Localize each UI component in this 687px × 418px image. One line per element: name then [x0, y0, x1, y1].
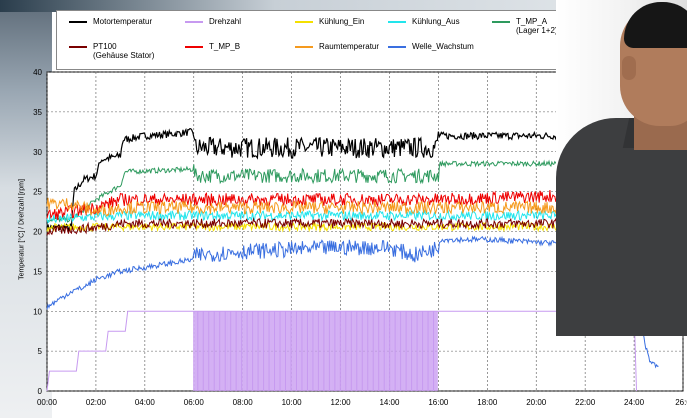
legend-label: Motortemperatur	[93, 17, 153, 26]
legend-label: Drehzahl	[209, 17, 242, 26]
legend-swatch	[185, 21, 203, 23]
x-tick-label: 24:00	[624, 398, 645, 407]
y-tick-label: 5	[38, 347, 43, 356]
y-tick-label: 40	[33, 68, 42, 77]
legend-swatch	[185, 46, 203, 48]
legend-swatch	[69, 46, 87, 48]
legend-swatch	[388, 21, 406, 23]
y-tick-label: 10	[33, 307, 42, 316]
person-photo	[556, 0, 687, 336]
x-tick-label: 02:00	[86, 398, 107, 407]
y-tick-label: 35	[33, 108, 42, 117]
x-tick-label: 12:00	[331, 398, 352, 407]
y-tick-label: 30	[33, 148, 42, 157]
legend-item: Raumtemperatur	[295, 42, 380, 51]
legend-item: Welle_Wachstum	[388, 42, 474, 51]
y-tick-label: 20	[33, 228, 42, 237]
legend-item: Kühlung_Ein	[295, 17, 365, 26]
x-tick-label: 08:00	[233, 398, 254, 407]
y-axis-title: Temperatur [°C] / Drehzahl [rpm]	[18, 179, 26, 280]
legend-label: Kühlung_Ein	[319, 17, 365, 26]
x-tick-label: 10:00	[282, 398, 303, 407]
y-tick-label: 0	[38, 387, 43, 396]
x-tick-label: 00:00	[37, 398, 58, 407]
y-tick-label: 15	[33, 267, 42, 276]
legend-item: Motortemperatur	[69, 17, 153, 26]
x-tick-label: 04:00	[135, 398, 156, 407]
photo-background-left	[0, 0, 52, 418]
x-tick-label: 22:00	[575, 398, 596, 407]
legend-item: T_MP_A (Lager 1+2)	[492, 17, 558, 35]
y-tick-label: 25	[33, 188, 42, 197]
legend-swatch	[492, 21, 510, 23]
legend: Motortemperatur Drehzahl Kühlung_Ein Kühlun…	[56, 10, 606, 70]
legend-label: Raumtemperatur	[319, 42, 380, 51]
series-Raumtemperatur	[46, 197, 562, 218]
x-tick-label: 06:00	[184, 398, 205, 407]
legend-label: PT100	[93, 42, 117, 51]
series-Motortemperatur	[46, 127, 562, 233]
legend-label: Kühlung_Aus	[412, 17, 460, 26]
legend-item: T_MP_B	[185, 42, 241, 51]
legend-swatch	[388, 46, 406, 48]
x-tick-label: 14:00	[379, 398, 400, 407]
legend-label: T_MP_A	[516, 17, 548, 26]
series-Drehzahl-switching	[193, 311, 438, 391]
x-tick-label: 26:0	[675, 398, 687, 407]
legend-swatch	[295, 21, 313, 23]
x-tick-label: 18:00	[477, 398, 498, 407]
series-Kühlung_Aus	[46, 209, 562, 224]
series-Drehzahl	[46, 310, 638, 392]
photo-background-top	[0, 0, 687, 12]
x-tick-label: 20:00	[526, 398, 547, 407]
legend-label: Welle_Wachstum	[412, 42, 474, 51]
legend-label-sub: (Gehäuse Stator)	[93, 51, 155, 60]
series-T_MP_B	[46, 189, 562, 221]
x-tick-label: 16:00	[428, 398, 449, 407]
legend-label: T_MP_B	[209, 42, 241, 51]
legend-item: Drehzahl	[185, 17, 242, 26]
series-T_MP_A	[46, 159, 562, 223]
series-PT100	[46, 216, 562, 236]
legend-item: Kühlung_Aus	[388, 17, 460, 26]
legend-item: PT100 (Gehäuse Stator)	[69, 42, 155, 60]
legend-swatch	[69, 21, 87, 23]
legend-label-sub: (Lager 1+2)	[516, 26, 558, 35]
legend-swatch	[295, 46, 313, 48]
